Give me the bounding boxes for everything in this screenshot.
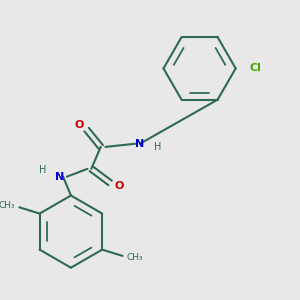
Text: H: H (39, 165, 46, 176)
Text: CH₃: CH₃ (126, 253, 143, 262)
Text: O: O (74, 120, 83, 130)
Text: N: N (135, 139, 145, 149)
Text: O: O (114, 181, 124, 191)
Text: H: H (154, 142, 161, 152)
Text: Cl: Cl (250, 63, 262, 74)
Text: CH₃: CH₃ (0, 201, 16, 210)
Text: N: N (55, 172, 64, 182)
